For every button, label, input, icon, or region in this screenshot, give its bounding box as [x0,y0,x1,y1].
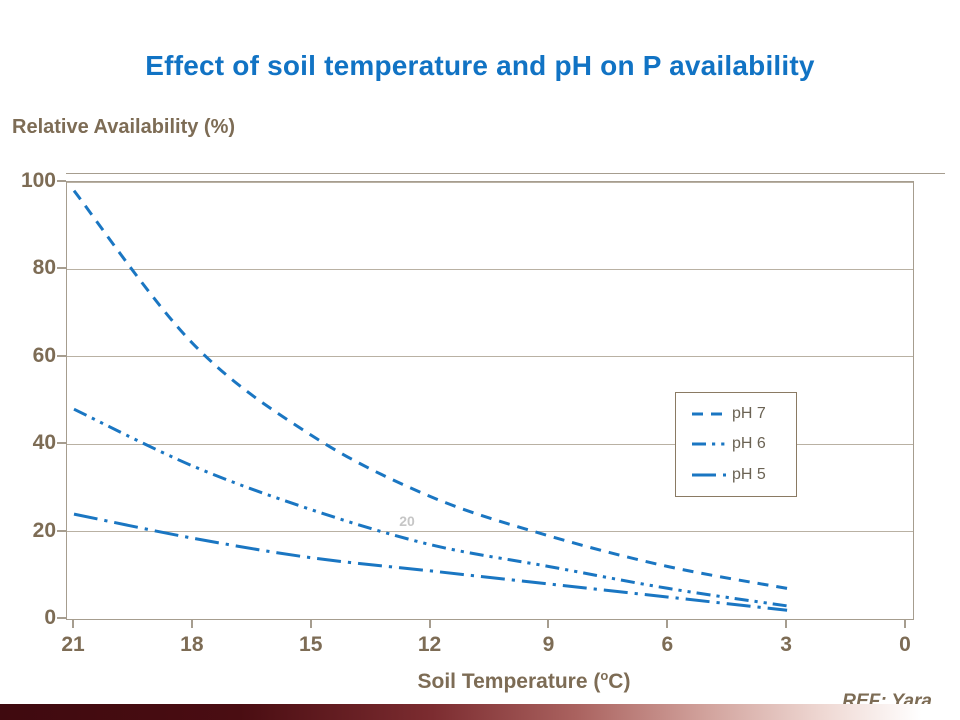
gridline-60 [67,356,913,358]
x-tick-label-18: 18 [180,633,204,656]
gridline-80 [67,268,913,270]
x-tick-label-0: 0 [899,633,911,656]
ph5-line-sample [692,473,726,477]
y-tick-label-0: 0 [44,606,56,629]
y-tick-label-40: 40 [32,431,56,455]
x-axis-title: Soil Temperature (oC) [99,668,949,694]
legend: pH 7 pH 6 pH 5 [675,392,797,497]
y-tick-label-80: 80 [32,256,56,280]
y-tick-mark-20 [57,529,66,532]
x-axis-title-sup: o [600,668,609,683]
x-tick-mark-3 [785,619,788,628]
y-tick-label-100: 100 [20,169,56,192]
page-title: Effect of soil temperature and pH on P a… [145,50,815,81]
y-tick-mark-60 [57,354,66,357]
y-tick-mark-80 [57,267,66,270]
y-tick-label-60: 60 [32,343,56,367]
stray-data-label: 20 [399,513,415,529]
legend-label-ph6: pH 6 [732,435,766,453]
ph6-line-sample [692,442,726,446]
y-axis-title: Relative Availability (%) [12,116,236,138]
chart-frame-top-line [66,173,945,174]
legend-item-ph6: pH 6 [692,435,796,453]
curves-canvas [72,189,788,612]
gridline-40 [67,443,913,445]
legend-label-ph5: pH 5 [732,465,766,483]
gridline-100 [67,181,913,183]
x-tick-mark-0 [904,619,906,628]
x-tick-label-3: 3 [780,633,792,656]
x-tick-mark-6 [666,619,669,628]
y-tick-mark-100 [57,180,66,182]
gridline-20 [67,531,913,533]
legend-label-ph7: pH 7 [732,405,766,423]
x-tick-mark-21 [72,619,74,628]
x-tick-label-9: 9 [542,633,555,656]
x-tick-mark-12 [428,619,431,628]
x-tick-mark-15 [309,619,312,628]
x-tick-label-12: 12 [417,633,442,656]
x-tick-mark-9 [547,619,550,628]
x-axis-title-pre: Soil Temperature ( [417,670,601,693]
x-tick-label-15: 15 [299,633,323,656]
legend-item-ph7: pH 7 [692,405,796,423]
x-tick-mark-18 [190,619,193,628]
ph6-curve [73,407,788,608]
ph7-curve [72,189,788,590]
bottom-gradient-bar [0,704,960,720]
y-tick-mark-0 [57,617,66,619]
x-axis-title-post: C) [608,670,631,693]
y-tick-mark-40 [57,442,66,445]
y-tick-label-20: 20 [32,518,56,542]
x-tick-label-21: 21 [61,633,85,656]
legend-item-ph5: pH 5 [692,466,796,484]
ph7-line-sample [692,412,726,416]
x-tick-label-6: 6 [661,633,674,656]
ph5-curve [73,512,788,612]
